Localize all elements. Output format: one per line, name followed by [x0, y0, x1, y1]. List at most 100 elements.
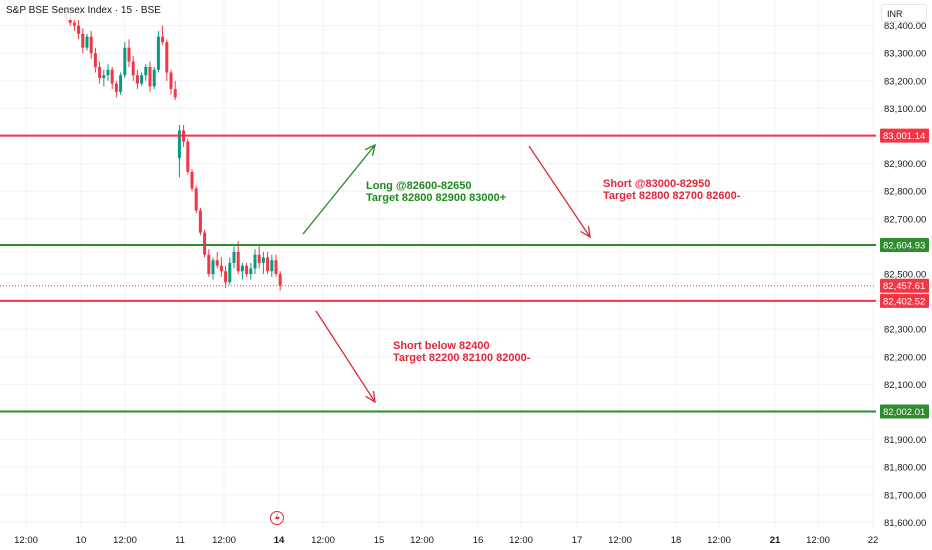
annotation-line: Target 82800 82700 82600-	[603, 190, 741, 202]
time-tick-label: 12:00	[311, 535, 335, 546]
candle-body	[81, 33, 85, 48]
candle-body	[127, 47, 131, 62]
time-tick-label: 14	[274, 535, 285, 546]
time-tick-label: 12:00	[509, 535, 533, 546]
candle-body	[270, 260, 274, 272]
level-price-label: 82,604.93	[883, 241, 925, 252]
time-tick-label: 12:00	[707, 535, 731, 546]
long-annotation[interactable]: Long @82600-82650 Target 82800 82900 830…	[366, 180, 506, 204]
candle-body	[110, 69, 114, 84]
price-tick-label: 81,800.00	[884, 463, 926, 474]
last-price-label: 82,457.61	[883, 281, 925, 292]
level-price-label-bg	[880, 404, 929, 419]
price-tick-label: 81,600.00	[884, 518, 926, 529]
price-axis: 83,400.00 83,300.00 83,200.00 83,100.00 82,9…	[880, 0, 932, 550]
candle-body	[131, 61, 135, 76]
candle-body	[194, 188, 198, 211]
level-price-label: 83,001.14	[883, 131, 925, 142]
chart-grid	[0, 0, 876, 530]
price-tick-label: 83,300.00	[884, 49, 926, 60]
candle-body	[215, 260, 219, 266]
candlestick-series	[64, 9, 282, 291]
candle-body	[152, 69, 156, 87]
currency-button[interactable]: INR	[881, 4, 927, 22]
candle-body	[93, 53, 97, 67]
price-tick-label: 82,800.00	[884, 187, 926, 198]
price-axis-background	[880, 0, 932, 550]
level-price-label: 82,002.01	[883, 407, 925, 418]
candle-body	[68, 17, 72, 23]
time-tick-label: 10	[76, 535, 87, 546]
candle-body	[245, 265, 249, 274]
candle-body	[186, 141, 190, 172]
candle-body	[85, 36, 89, 48]
event-marker	[270, 511, 284, 525]
price-tick-label: 83,200.00	[884, 76, 926, 87]
time-tick-label: 12:00	[212, 535, 236, 546]
level-price-label: 82,402.52	[883, 296, 925, 307]
level-price-label-bg	[880, 293, 929, 308]
level-price-label-bg	[880, 128, 929, 143]
time-tick-label: 12:00	[410, 535, 434, 546]
price-tick-label: 82,200.00	[884, 352, 926, 363]
candle-body	[236, 251, 240, 272]
time-tick-label: 21	[770, 535, 781, 546]
annotation-line: Target 82800 82900 83000+	[366, 192, 507, 204]
short-annotation-upper[interactable]: Short @83000-82950 Target 82800 82700 82…	[603, 178, 740, 202]
candle-body	[106, 69, 110, 76]
candle-body	[140, 75, 144, 84]
candle-body	[219, 265, 223, 272]
horizontal-levels	[0, 134, 876, 413]
annotation-line: Short @83000-82950	[603, 178, 711, 190]
candle-body	[257, 254, 261, 263]
arrow-head	[580, 226, 591, 239]
time-tick-label: 17	[572, 535, 583, 546]
candle-body	[203, 232, 207, 255]
annotation-line: Short below 82400	[393, 340, 490, 352]
candle-body	[102, 75, 106, 79]
candle-body	[190, 171, 194, 189]
last-price-label-bg	[880, 278, 929, 293]
candle-body	[161, 36, 165, 43]
candle-body	[144, 67, 148, 76]
candle-body	[278, 274, 282, 286]
time-tick-label: 22	[868, 535, 879, 546]
candle-body	[156, 36, 160, 70]
level-price-label-bg	[880, 238, 929, 253]
symbol-title[interactable]: S&P BSE Sensex Index · 15 · BSE	[4, 2, 163, 20]
candle-body	[198, 210, 202, 233]
price-tick-label: 83,100.00	[884, 104, 926, 115]
candle-body	[224, 271, 228, 283]
price-tick-label: 82,100.00	[884, 380, 926, 391]
time-tick-label: 18	[671, 535, 682, 546]
lightning-glyph	[275, 513, 280, 523]
time-tick-label: 15	[374, 535, 385, 546]
candle-body	[249, 268, 253, 274]
candle-body	[232, 251, 236, 263]
price-tick-label: 82,700.00	[884, 214, 926, 225]
candle-body	[123, 47, 127, 76]
candle-body	[169, 72, 173, 90]
candle-body	[261, 257, 265, 263]
price-tick-label: 81,900.00	[884, 435, 926, 446]
annotation-line: Long @82600-82650	[366, 180, 472, 192]
price-tick-label: 81,700.00	[884, 490, 926, 501]
time-tick-label: 12:00	[608, 535, 632, 546]
candle-body	[228, 262, 232, 283]
time-tick-label: 12:00	[806, 535, 830, 546]
candle-body	[98, 67, 102, 79]
time-axis: 12:00 10 12:00 11 12:00 14 12:00 15 12:00 16 12:00…	[14, 535, 878, 546]
candle-body	[240, 265, 244, 272]
candle-body	[177, 130, 181, 159]
price-tick-label: 82,300.00	[884, 325, 926, 336]
short-annotation-lower[interactable]: Short below 82400 Target 82200 82100 820…	[393, 340, 530, 364]
candle-body	[72, 22, 76, 26]
candle-body	[148, 67, 152, 87]
trade-arrows	[302, 143, 591, 404]
annotation-line: Target 82200 82100 82000-	[393, 352, 531, 364]
candle-body	[165, 42, 169, 73]
candle-body	[114, 83, 118, 92]
candle-body	[135, 75, 139, 84]
price-tick-label: 83,400.00	[884, 21, 926, 32]
